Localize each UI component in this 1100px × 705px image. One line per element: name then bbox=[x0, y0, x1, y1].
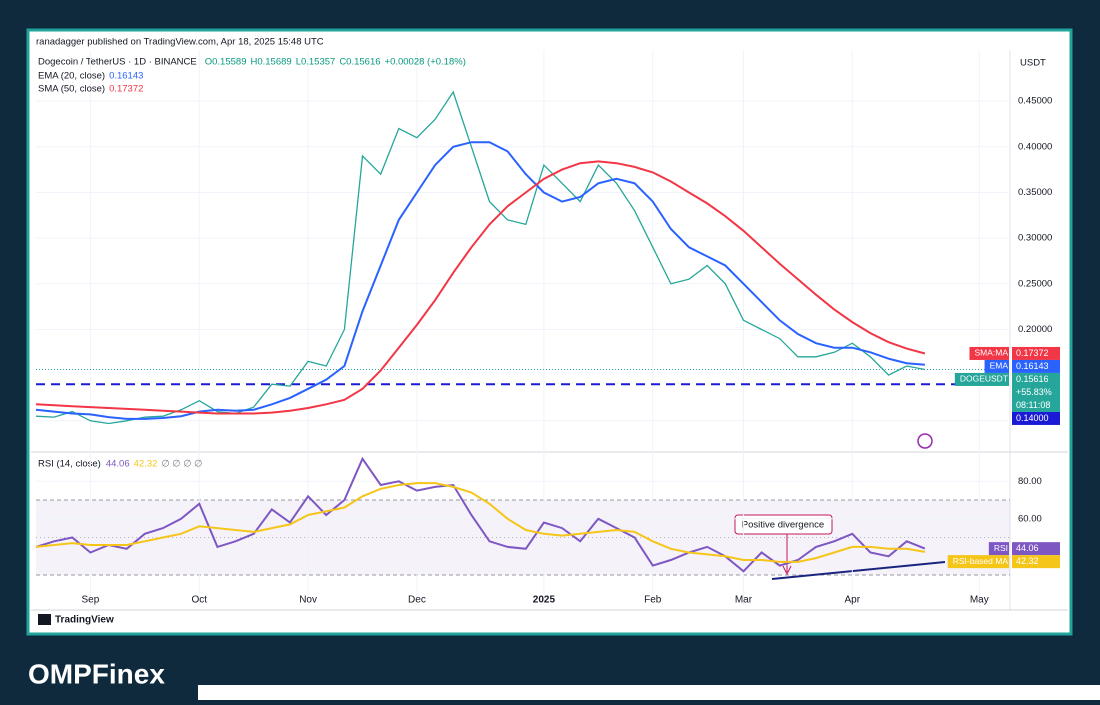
price-tag-box bbox=[1012, 359, 1060, 373]
x-tick-label: Apr bbox=[845, 595, 861, 606]
series-line bbox=[35, 141, 925, 420]
price-tag-name-box bbox=[988, 542, 1009, 556]
x-tick-label: 2025 bbox=[533, 595, 556, 606]
symbol-title: Dogecoin / TetherUS · 1D · BINANCE bbox=[38, 57, 197, 68]
rsi-placeholders: ∅ ∅ ∅ ∅ bbox=[161, 459, 202, 470]
x-tick-label: Mar bbox=[735, 595, 753, 606]
ohlc-value: H0.15689 bbox=[250, 57, 291, 68]
annotation-arrowhead bbox=[782, 565, 792, 576]
annotation: Positive divergence bbox=[742, 520, 824, 531]
price-tag-name-box bbox=[984, 359, 1009, 373]
price-tag: SMA:MA 0.17372 bbox=[969, 346, 1060, 360]
series-line bbox=[35, 482, 926, 563]
price-tag-value: 08:11:08 bbox=[1016, 400, 1050, 410]
y-tick-label: 0.25000 bbox=[1018, 278, 1052, 289]
replay-icon bbox=[917, 433, 933, 449]
price-tag-box bbox=[1012, 555, 1060, 569]
y-tick-label: 0.40000 bbox=[1018, 141, 1052, 152]
price-tag: RSI 44.06 bbox=[988, 542, 1060, 556]
price-tag-name: DOGEUSDT bbox=[960, 374, 1008, 384]
tv-logo-icon bbox=[38, 614, 51, 625]
legend-value: 0.16143 bbox=[109, 71, 143, 82]
price-tag-value: 44.06 bbox=[1016, 543, 1039, 553]
price-tag-box bbox=[1012, 542, 1060, 556]
price-tag: RSI-based MA 42.32 bbox=[947, 555, 1060, 569]
rsi-legend-value: 44.06 bbox=[106, 459, 130, 470]
platform-logo: TradingView bbox=[55, 615, 114, 626]
divergence-trendline bbox=[771, 561, 946, 580]
rsi-legend-value: 42.32 bbox=[134, 459, 158, 470]
price-tag-value: 0.14000 bbox=[1016, 413, 1049, 423]
price-tag: DOGEUSDT 0.15616 +55.83% 08:11:08 bbox=[954, 372, 1060, 412]
price-tag-value: 0.15616 bbox=[1016, 374, 1049, 384]
price-tag: 0.14000 bbox=[1012, 411, 1060, 425]
series-line bbox=[35, 160, 926, 415]
price-tag-value: 0.17372 bbox=[1016, 348, 1049, 358]
x-tick-label: Feb bbox=[644, 595, 662, 606]
series-line bbox=[35, 456, 926, 573]
ohlc-value: +0.00028 (+0.18%) bbox=[385, 57, 466, 68]
price-tag-value: 0.16143 bbox=[1016, 361, 1049, 371]
price-tag-box bbox=[1012, 346, 1060, 360]
legend-label: EMA (20, close) bbox=[38, 71, 105, 82]
price-tag-name: SMA:MA bbox=[974, 348, 1008, 358]
chart-panel bbox=[26, 28, 1073, 636]
ohlc-value: L0.15357 bbox=[296, 57, 336, 68]
annotation-box bbox=[734, 514, 833, 535]
y-tick-label: 0.20000 bbox=[1018, 324, 1052, 335]
y-tick-label: 60.00 bbox=[1018, 513, 1042, 524]
price-tag-name-box bbox=[954, 372, 1009, 386]
ohlc-value: C0.15616 bbox=[339, 57, 380, 68]
price-tag-box bbox=[1012, 372, 1060, 412]
price-tag-value: +55.83% bbox=[1016, 387, 1052, 397]
x-tick-label: May bbox=[970, 595, 989, 606]
price-tag-name: RSI-based MA bbox=[953, 556, 1009, 566]
legend-value: 0.17372 bbox=[109, 84, 143, 95]
ohlc-value: O0.15589 bbox=[205, 57, 247, 68]
y-tick-label: 80.00 bbox=[1018, 476, 1042, 487]
y-tick-label: 0.30000 bbox=[1018, 233, 1052, 244]
series-line bbox=[35, 90, 926, 425]
brand: OMPFinex bbox=[28, 658, 165, 689]
price-tag-box bbox=[1012, 411, 1060, 425]
rsi-title: RSI (14, close) bbox=[38, 459, 101, 470]
publisher: ranadagger published on TradingView.com,… bbox=[36, 37, 324, 48]
y-tick-label: 0.45000 bbox=[1018, 96, 1052, 107]
x-tick-label: Dec bbox=[408, 595, 426, 606]
price-tag-name-box bbox=[947, 555, 1009, 569]
price-tag-name: EMA bbox=[990, 361, 1009, 371]
x-tick-label: Nov bbox=[299, 595, 317, 606]
legend-label: SMA (50, close) bbox=[38, 84, 105, 95]
rsi-band bbox=[36, 500, 1010, 575]
currency: USDT bbox=[1020, 58, 1046, 69]
x-tick-label: Oct bbox=[191, 595, 207, 606]
price-tag-value: 42.32 bbox=[1016, 556, 1039, 566]
y-tick-label: 0.35000 bbox=[1018, 187, 1052, 198]
price-tag: EMA 0.16143 bbox=[984, 359, 1060, 373]
price-tag-name: RSI bbox=[994, 543, 1008, 553]
price-tag-name-box bbox=[969, 346, 1009, 360]
footer-bar bbox=[198, 685, 1100, 700]
x-tick-label: Sep bbox=[82, 595, 100, 606]
